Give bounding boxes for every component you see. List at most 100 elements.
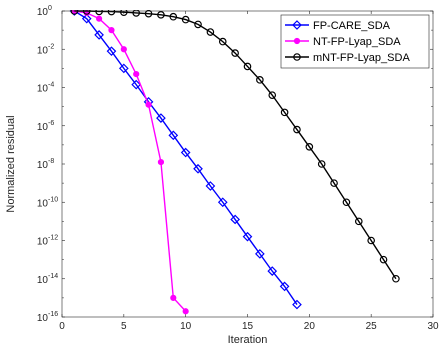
data-point [217,197,228,208]
x-tick-label: 30 [427,321,439,332]
data-point [180,147,191,158]
y-tick-exponent: -2 [48,43,54,50]
y-tick-exponent: -14 [48,273,58,280]
data-point [106,46,117,57]
y-tick-base: 10 [37,275,49,286]
data-point [170,294,177,301]
y-tick-label: 10 [37,7,49,18]
y-tick-exponent: -4 [48,82,54,89]
legend-item: NT-FP-Lyap_SDA [285,36,401,48]
data-point [243,62,252,71]
data-point [96,15,103,22]
data-point [145,101,152,108]
data-point [81,13,92,24]
series-line [73,10,298,305]
legend-label: FP-CARE_SDA [313,20,391,32]
data-point [292,299,302,310]
data-point [205,181,216,191]
data-point [120,10,128,16]
data-point [95,10,103,16]
data-point [242,231,253,242]
y-tick-exponent: -12 [48,235,58,242]
data-point [156,113,166,123]
data-point [280,108,289,117]
y-tick-exponent: 0 [48,5,52,12]
data-point [379,255,388,264]
legend-label: mNT-FP-Lyap_SDA [313,52,410,64]
data-point [342,198,351,207]
series-line [74,10,187,312]
y-tick-label: 10 [37,122,49,133]
x-tick-label: 25 [366,321,378,332]
data-point [256,76,264,84]
x-tick-label: 15 [242,321,254,332]
y-tick-label: 10 [37,160,49,171]
data-point [120,46,127,53]
y-tick-label: 10 [37,84,49,95]
y-tick-base: 10 [37,45,49,56]
legend-item: mNT-FP-Lyap_SDA [285,52,410,64]
y-tick-exponent: -10 [48,196,58,203]
data-point [181,15,190,24]
y-tick-exponent: -16 [48,311,58,318]
data-point [293,37,301,45]
data-point [255,249,265,259]
data-point [107,10,116,16]
data-point [230,214,240,225]
data-point [193,163,203,174]
legend: FP-CARE_SDA NT-FP-Lyap_SDA mNT-FP-Lyap_SDA [280,14,430,69]
data-point [131,79,142,90]
data-point [133,71,140,78]
legend-label: NT-FP-Lyap_SDA [313,36,401,48]
x-tick-label: 0 [59,321,65,332]
x-tick-label: 5 [121,321,127,332]
x-tick-label: 20 [304,321,316,332]
y-tick-base: 10 [37,198,49,209]
y-tick-base: 10 [37,84,49,95]
y-axis-title: Normalized residual [5,115,17,212]
data-point [268,91,277,99]
data-point [69,10,80,16]
data-point [231,49,239,57]
data-point [293,53,301,61]
x-tick-label: 10 [180,321,192,332]
data-point [330,179,338,187]
y-tick-label: 10 [37,275,49,286]
data-point [354,217,363,226]
plot-frame [61,10,434,318]
data-point [169,12,178,21]
data-point [168,130,179,141]
legend-item: FP-CARE_SDA [285,20,391,32]
y-tick-label: 10 [37,198,49,209]
x-axis-title: Iteration [228,334,268,346]
data-point [292,20,302,30]
data-point [132,10,140,17]
data-point [267,266,278,276]
y-tick-base: 10 [37,160,49,171]
data-point [144,10,153,18]
data-point [194,20,202,29]
y-tick-label: 10 [37,237,49,248]
y-tick-label: 10 [37,45,49,56]
data-point [182,308,189,315]
y-tick-exponent: -8 [48,158,54,165]
data-point [94,30,104,40]
data-point [392,274,400,283]
data-point [293,125,301,134]
data-point [279,281,290,292]
data-point [317,160,326,168]
data-point [367,236,375,245]
data-point [118,63,129,74]
series-FP-CARE_SDA [69,10,302,310]
data-point [157,11,165,19]
y-tick-base: 10 [37,313,49,324]
y-tick-base: 10 [37,122,49,133]
y-tick-base: 10 [37,7,49,18]
data-point [157,158,165,166]
series-line [74,10,397,280]
data-point [108,27,115,34]
data-point [206,28,215,36]
y-tick-exponent: -6 [48,120,54,127]
y-tick-label: 10 [37,313,49,324]
